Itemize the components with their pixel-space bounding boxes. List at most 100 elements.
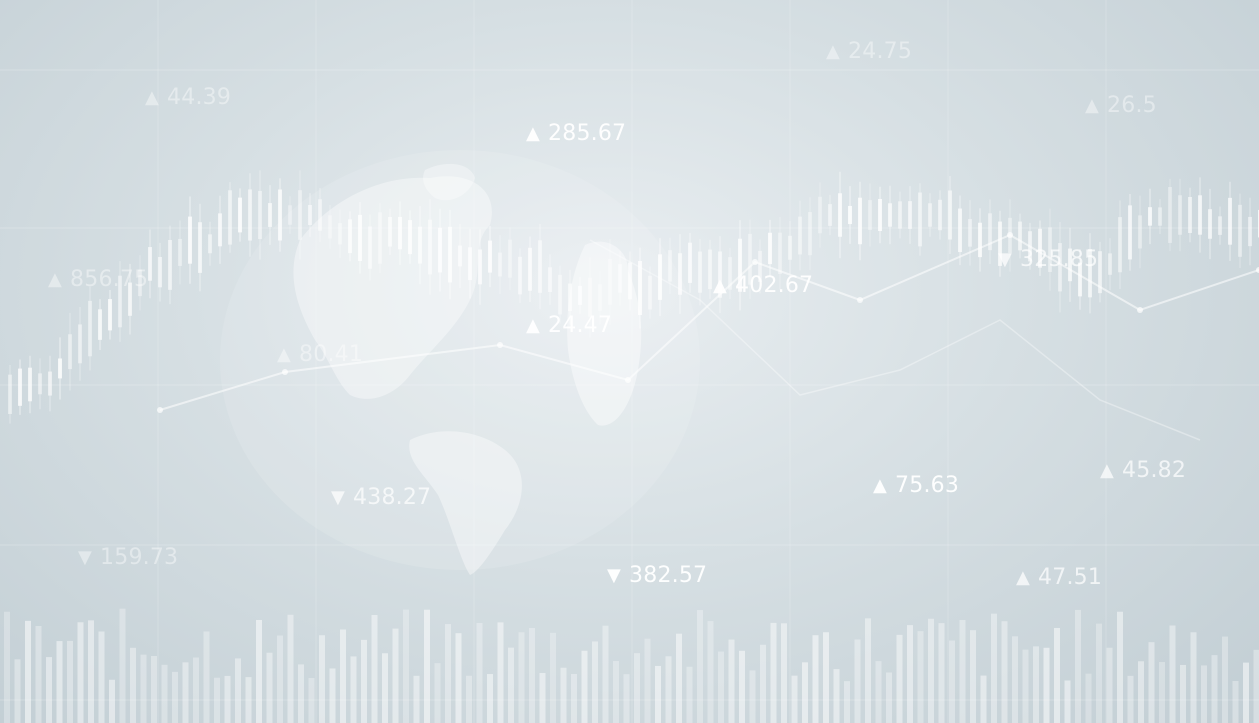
volume-bar [938, 623, 945, 723]
candle-body [398, 216, 402, 250]
volume-bar [298, 664, 304, 723]
candle-body [1128, 205, 1132, 260]
volume-bar [67, 640, 73, 723]
volume-bar [1243, 662, 1249, 723]
volume-bar [1106, 647, 1113, 723]
volume-bar [980, 675, 987, 723]
candle-body [1188, 196, 1192, 234]
volume-bar [287, 614, 294, 723]
candle-body [208, 234, 212, 254]
volume-bar [224, 675, 231, 723]
volume-bar [602, 625, 609, 723]
candle-body [228, 190, 232, 245]
candle-body [638, 261, 642, 316]
candle-body [768, 232, 772, 265]
candle-body [908, 201, 912, 229]
volume-bar [613, 661, 619, 723]
volume-bar [1022, 649, 1029, 723]
volume-bar [1117, 611, 1123, 723]
ticker-value: 382.57 [629, 563, 708, 588]
arrow-up-icon: ▲ [1100, 460, 1115, 481]
candle-body [748, 233, 752, 285]
candle-body [198, 222, 202, 273]
volume-bar [193, 657, 199, 723]
volume-bar [518, 632, 525, 723]
candle-body [858, 197, 862, 245]
candle-body [1118, 217, 1122, 273]
volume-bar [203, 631, 210, 723]
candle-body [828, 204, 832, 226]
trend-point [1256, 267, 1259, 273]
volume-bar [1001, 621, 1008, 723]
candle-body [498, 252, 502, 277]
volume-bar [1054, 627, 1060, 723]
volume-bar [88, 620, 94, 723]
candle-body [678, 253, 682, 295]
volume-bar [1180, 664, 1186, 723]
candle-body [1068, 248, 1072, 282]
volume-bar [308, 678, 315, 723]
volume-bar [119, 608, 126, 723]
candle-body [188, 216, 192, 264]
volume-bar [340, 629, 346, 723]
volume-bar [1201, 665, 1207, 723]
volume-bar [1012, 636, 1018, 723]
volume-bar [14, 659, 21, 723]
volume-bar [539, 672, 546, 723]
candle-body [1148, 207, 1152, 226]
candle-body [568, 283, 572, 312]
volume-bar [56, 641, 63, 723]
candle-body [438, 227, 442, 273]
arrow-down-icon: ▼ [78, 547, 93, 568]
candle-body [1158, 207, 1162, 226]
ticker-value: 47.51 [1038, 565, 1103, 590]
ticker-value: 402.67 [735, 273, 814, 298]
arrow-up-icon: ▲ [145, 87, 160, 108]
candlestick-series [8, 170, 1259, 424]
ticker-label: ▲ 45.82 [1100, 458, 1186, 483]
candle-body [418, 226, 422, 264]
candle-body [808, 212, 812, 256]
trend-line [157, 232, 1259, 413]
volume-bar [266, 652, 273, 723]
candle-body [258, 190, 262, 240]
candle-body [978, 222, 982, 258]
candle-body [1088, 249, 1092, 298]
ticker-value: 24.75 [848, 39, 913, 64]
ticker-label: ▲ 75.63 [873, 473, 959, 498]
arrow-down-icon: ▼ [607, 565, 622, 586]
greenland-shape [423, 163, 475, 201]
volume-bar [907, 625, 913, 723]
candle-body [78, 324, 82, 364]
candle-body [598, 284, 602, 311]
ticker-value: 856.75 [70, 267, 149, 292]
candle-body [218, 213, 222, 247]
arrow-up-icon: ▲ [713, 275, 728, 296]
candle-body [658, 254, 662, 300]
volume-bar [130, 647, 136, 723]
candle-body [1238, 204, 1242, 257]
volume-bar [718, 651, 724, 723]
volume-bar [592, 641, 598, 723]
candle-body [918, 192, 922, 247]
ticker-label: ▲ 285.67 [526, 121, 626, 146]
trend-line-path [589, 239, 1201, 441]
candle-body [718, 251, 722, 298]
volume-bar [361, 639, 367, 723]
volume-bar [445, 624, 451, 723]
volume-bar [634, 653, 640, 723]
volume-bar [329, 668, 336, 723]
volume-bar [1075, 609, 1081, 723]
candle-body [368, 226, 372, 269]
candle-body [238, 197, 242, 233]
trend-point [625, 377, 631, 383]
volume-bar [4, 611, 10, 723]
volume-bar [172, 671, 178, 723]
candle-body [328, 215, 332, 239]
volume-bar [676, 633, 682, 723]
volume-bar [350, 656, 357, 723]
candle-body [118, 275, 122, 328]
candle-body [538, 240, 542, 293]
ticker-label: ▲ 24.47 [526, 313, 612, 338]
candle-body [88, 300, 92, 357]
